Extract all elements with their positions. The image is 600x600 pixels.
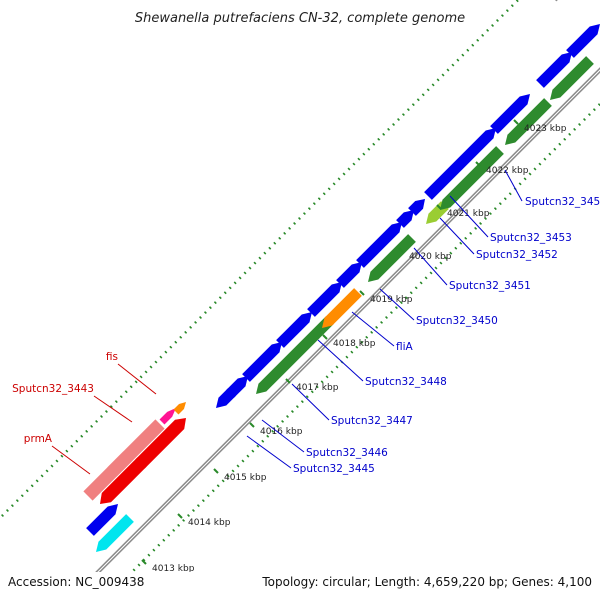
gene-label: Sputcn32_3445 bbox=[293, 463, 375, 475]
gene-highlight-orange bbox=[173, 402, 186, 415]
map-title: Shewanella putrefaciens CN-32, complete … bbox=[135, 11, 465, 26]
gene-label: Sputcn32_3443 bbox=[12, 383, 94, 395]
label-leader-line bbox=[291, 383, 330, 421]
scale-tick bbox=[213, 468, 219, 474]
gene-reverse bbox=[368, 234, 416, 282]
gene-label: Sputcn32_3454 bbox=[525, 196, 600, 208]
gene-highlight-red bbox=[135, 418, 186, 469]
scale-tick bbox=[475, 161, 481, 167]
gene-forward bbox=[536, 52, 572, 88]
scale-tick bbox=[249, 422, 255, 428]
gene-label: Sputcn32_3448 bbox=[365, 376, 447, 388]
scale-tick bbox=[322, 334, 328, 340]
gene-highlight-magenta bbox=[159, 408, 176, 425]
scale-tick bbox=[398, 247, 404, 253]
scale-tick bbox=[141, 559, 147, 565]
gene-reverse bbox=[550, 56, 594, 100]
scale-tick bbox=[359, 290, 365, 296]
gene-reverse-orange bbox=[322, 288, 362, 328]
footer-background bbox=[0, 572, 600, 600]
scale-tick-label: 4016 kbp bbox=[260, 427, 303, 437]
gene-reverse-cyan bbox=[96, 514, 134, 552]
scale-tick-label: 4013 kbp bbox=[152, 564, 195, 574]
label-leader-line bbox=[439, 217, 475, 255]
gene-forward bbox=[424, 128, 496, 200]
gene-label: fis bbox=[106, 351, 118, 363]
gene-reverse bbox=[256, 316, 334, 394]
label-leader-line bbox=[93, 395, 133, 423]
scale-tick-label: 4015 kbp bbox=[224, 473, 267, 483]
gene-label: Sputcn32_3452 bbox=[476, 249, 558, 261]
gene-highlight-pink bbox=[107, 419, 165, 477]
scale-tick-labels: 4013 kbp 4014 kbp 4015 kbp 4016 kbp 4017 kbp… bbox=[141, 119, 567, 574]
gene-label: Sputcn32_3446 bbox=[306, 447, 388, 459]
scale-tick-label: 4020 kbp bbox=[409, 252, 452, 262]
label-leader-line bbox=[51, 445, 91, 475]
scale-tick-label: 4021 kbp bbox=[447, 209, 490, 219]
gene-forward bbox=[336, 262, 362, 288]
gene-forward bbox=[408, 199, 425, 216]
gene-forward bbox=[356, 222, 402, 268]
scale-tick-label: 4018 kbp bbox=[333, 339, 376, 349]
scale-tick bbox=[177, 513, 183, 519]
gene-label: Sputcn32_3450 bbox=[416, 315, 498, 327]
gene-label: Sputcn32_3447 bbox=[331, 415, 413, 427]
gene-forward bbox=[226, 376, 248, 398]
gene-forward bbox=[566, 24, 600, 58]
label-leader-line bbox=[117, 363, 157, 395]
scale-tick-label: 4014 kbp bbox=[188, 518, 231, 528]
label-leader-line bbox=[351, 311, 395, 347]
scale-tick-label: 4022 kbp bbox=[486, 166, 529, 176]
gene-features bbox=[83, 24, 600, 552]
scale-tick-label: 4017 kbp bbox=[296, 383, 339, 393]
scale-tick bbox=[436, 204, 442, 210]
scale-tick bbox=[285, 378, 291, 384]
genome-backbone bbox=[67, 0, 600, 600]
genome-summary-text: Topology: circular; Length: 4,659,220 bp… bbox=[261, 575, 592, 589]
label-leader-line bbox=[379, 288, 415, 321]
gene-forward bbox=[396, 210, 414, 228]
gene-label: Sputcn32_3453 bbox=[490, 232, 572, 244]
backbone-highlight bbox=[69, 69, 600, 600]
label-leader-line bbox=[449, 195, 489, 238]
label-leader-line bbox=[504, 169, 523, 202]
label-leader-line bbox=[246, 435, 292, 469]
label-leader-line bbox=[413, 247, 448, 286]
outer-tick-ring bbox=[0, 0, 520, 520]
gene-forward bbox=[490, 94, 530, 134]
gene-forward bbox=[276, 312, 312, 348]
gene-label-group: Sputcn32_3454 Sputcn32_3453 Sputcn32_3452 S… bbox=[12, 169, 600, 475]
gene-highlight-red bbox=[100, 457, 147, 504]
gene-forward bbox=[242, 342, 282, 382]
scale-tick-label: 4023 kbp bbox=[524, 124, 567, 134]
accession-text: Accession: NC_009438 bbox=[8, 575, 144, 589]
gene-forward bbox=[86, 504, 118, 536]
gene-label: prmA bbox=[24, 433, 53, 445]
scale-tick bbox=[513, 119, 519, 125]
label-leader-line bbox=[261, 419, 305, 453]
gene-forward bbox=[307, 282, 342, 317]
gene-label: fliA bbox=[396, 341, 414, 353]
gene-reverse bbox=[440, 146, 504, 210]
gene-label: Sputcn32_3451 bbox=[449, 280, 531, 292]
gene-reverse bbox=[505, 98, 552, 145]
label-leader-line bbox=[317, 339, 364, 382]
